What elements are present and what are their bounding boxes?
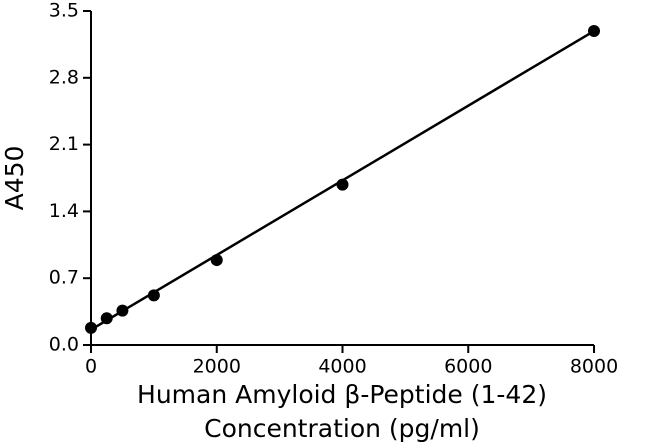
y-tick-label: 1.4 — [49, 200, 79, 222]
data-point — [210, 254, 223, 267]
data-point — [85, 321, 97, 334]
data-point — [147, 289, 160, 302]
y-axis-label: A450 — [0, 146, 29, 211]
x-tick-label: 2000 — [193, 356, 241, 378]
data-point — [100, 312, 113, 325]
x-axis-label: Concentration (pg/ml) — [204, 414, 480, 443]
y-tick-label: 3.5 — [49, 0, 79, 22]
x-tick-label: 4000 — [318, 356, 366, 378]
data-point — [336, 178, 349, 191]
data-point — [588, 25, 600, 38]
x-tick-label: 8000 — [570, 356, 618, 378]
x-tick-label: 6000 — [444, 356, 492, 378]
y-tick-label: 2.1 — [49, 133, 79, 155]
y-tick-label: 0.7 — [49, 267, 79, 289]
x-tick-label: 0 — [85, 356, 97, 378]
x-axis-label: Human Amyloid β-Peptide (1-42) — [137, 380, 547, 409]
y-tick-label: 2.8 — [49, 66, 79, 88]
data-point — [116, 304, 129, 317]
y-tick-label: 0.0 — [49, 334, 79, 356]
